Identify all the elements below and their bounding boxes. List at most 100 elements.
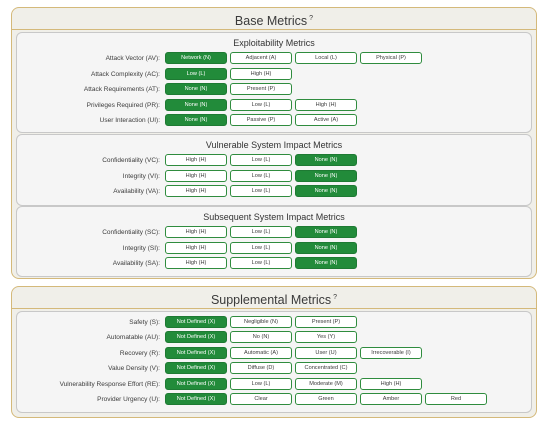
metric-row-attack-vector: Attack Vector (AV): Network (N) Adjacent (… bbox=[17, 52, 531, 65]
vulnerable-system-section: Vulnerable System Impact Metrics Confide… bbox=[16, 134, 532, 206]
metric-label: Recovery (R): bbox=[119, 349, 160, 357]
option-button-low[interactable]: Low (L) bbox=[230, 257, 292, 269]
option-button-adjacent[interactable]: Adjacent (A) bbox=[230, 52, 292, 64]
option-button-none[interactable]: None (N) bbox=[165, 98, 227, 111]
metric-label: Integrity (VI): bbox=[122, 172, 160, 180]
supplemental-section: Safety (S): Not Defined (X) Negligible (N)… bbox=[16, 311, 532, 413]
option-button-low[interactable]: Low (L) bbox=[165, 67, 227, 80]
metric-label: Attack Complexity (AC): bbox=[91, 70, 160, 78]
metric-row-vulnerability-response-effort: Vulnerability Response Effort (RE): Not D… bbox=[17, 377, 531, 391]
option-button-network[interactable]: Network (N) bbox=[165, 52, 227, 64]
metric-row-attack-requirements: Attack Requirements (AT): None (N) Present… bbox=[17, 83, 531, 96]
option-button-physical[interactable]: Physical (P) bbox=[360, 52, 422, 64]
supplemental-metrics-title: Supplemental Metrics? bbox=[12, 287, 536, 309]
option-button-not-defined[interactable]: Not Defined (X) bbox=[165, 331, 227, 344]
option-button-none[interactable]: None (N) bbox=[295, 226, 357, 238]
option-button-user[interactable]: User (U) bbox=[295, 346, 357, 359]
metric-label: User Interaction (UI): bbox=[99, 117, 160, 124]
supplemental-metrics-panel: Supplemental Metrics? Safety (S): Not Def… bbox=[11, 286, 537, 418]
metric-label: Integrity (SI): bbox=[122, 244, 160, 252]
option-button-high[interactable]: High (H) bbox=[360, 377, 422, 390]
metric-label: Value Density (V): bbox=[108, 365, 160, 373]
metric-row-user-interaction: User Interaction (UI): None (N) Passive (P… bbox=[17, 114, 531, 127]
option-button-none[interactable]: None (N) bbox=[295, 154, 357, 166]
option-button-high[interactable]: High (H) bbox=[165, 257, 227, 269]
option-button-no[interactable]: No (N) bbox=[230, 331, 292, 344]
base-metrics-title: Base Metrics? bbox=[12, 8, 536, 30]
option-button-red[interactable]: Red bbox=[425, 393, 487, 405]
section-title: Subsequent System Impact Metrics bbox=[203, 212, 345, 222]
metric-row-provider-urgency: Provider Urgency (U): Not Defined (X) Clea… bbox=[17, 393, 531, 406]
metric-label: Availability (VA): bbox=[113, 188, 160, 195]
metric-row-confidentiality: Confidentiality (VC): High (H) Low (L) None… bbox=[17, 154, 531, 167]
option-button-high[interactable]: High (H) bbox=[165, 226, 227, 238]
option-button-irrecoverable[interactable]: Irrecoverable (I) bbox=[360, 346, 422, 359]
help-icon[interactable]: ? bbox=[309, 15, 314, 22]
metric-row-attack-complexity: Attack Complexity (AC): Low (L) High (H) bbox=[17, 67, 531, 81]
option-button-none[interactable]: None (N) bbox=[165, 83, 227, 95]
option-button-low[interactable]: Low (L) bbox=[230, 226, 292, 238]
option-button-present[interactable]: Present (P) bbox=[295, 316, 357, 328]
metric-label: Privileges Required (PR): bbox=[86, 101, 160, 109]
metric-label: Attack Requirements (AT): bbox=[83, 86, 160, 93]
metric-row-confidentiality: Confidentiality (SC): High (H) Low (L) None… bbox=[17, 226, 531, 239]
option-button-high[interactable]: High (H) bbox=[165, 169, 227, 182]
section-title: Vulnerable System Impact Metrics bbox=[205, 140, 343, 150]
option-button-diffuse[interactable]: Diffuse (D) bbox=[230, 362, 292, 375]
option-button-none[interactable]: None (N) bbox=[295, 185, 357, 197]
subsequent-system-section: Subsequent System Impact Metrics Confide… bbox=[16, 206, 532, 277]
option-button-moderate[interactable]: Moderate (M) bbox=[295, 377, 357, 390]
metric-row-integrity: Integrity (SI): High (H) Low (L) None (N) bbox=[17, 241, 531, 255]
option-button-low[interactable]: Low (L) bbox=[230, 241, 292, 254]
option-button-low[interactable]: Low (L) bbox=[230, 154, 292, 166]
base-metrics-panel: Base Metrics? Exploitability Metrics Att… bbox=[11, 7, 537, 279]
metric-label: Confidentiality (VC): bbox=[102, 157, 160, 164]
supplemental-metrics-title-text: Supplemental Metrics bbox=[210, 293, 332, 308]
option-button-high[interactable]: High (H) bbox=[295, 98, 357, 111]
option-button-not-defined[interactable]: Not Defined (X) bbox=[165, 346, 227, 359]
option-button-green[interactable]: Green bbox=[295, 393, 357, 405]
metric-label: Attack Vector (AV): bbox=[105, 55, 160, 62]
metric-row-recovery: Recovery (R): Not Defined (X) Automatic (A… bbox=[17, 346, 531, 360]
option-button-not-defined[interactable]: Not Defined (X) bbox=[165, 377, 227, 390]
option-button-clear[interactable]: Clear bbox=[230, 393, 292, 405]
option-button-not-defined[interactable]: Not Defined (X) bbox=[165, 316, 227, 328]
option-button-low[interactable]: Low (L) bbox=[230, 377, 292, 390]
metric-row-automatable: Automatable (AU): Not Defined (X) No (N) Ye… bbox=[17, 331, 531, 344]
base-metrics-title-text: Base Metrics bbox=[234, 14, 308, 29]
option-button-none[interactable]: None (N) bbox=[165, 114, 227, 126]
option-button-high[interactable]: High (H) bbox=[230, 67, 292, 80]
metric-label: Safety (S): bbox=[129, 319, 160, 326]
option-button-concentrated[interactable]: Concentrated (C) bbox=[295, 362, 357, 375]
metric-label: Automatable (AU): bbox=[106, 334, 160, 342]
metric-row-availability: Availability (VA): High (H) Low (L) None (N… bbox=[17, 185, 531, 198]
exploitability-section: Exploitability Metrics Attack Vector (AV… bbox=[16, 32, 532, 133]
section-title: Exploitability Metrics bbox=[233, 38, 315, 48]
option-button-high[interactable]: High (H) bbox=[165, 185, 227, 197]
option-button-none[interactable]: None (N) bbox=[295, 169, 357, 182]
option-button-amber[interactable]: Amber bbox=[360, 393, 422, 405]
metric-row-privileges-required: Privileges Required (PR): None (N) Low (L)… bbox=[17, 98, 531, 112]
option-button-negligible[interactable]: Negligible (N) bbox=[230, 316, 292, 328]
option-button-low[interactable]: Low (L) bbox=[230, 169, 292, 182]
option-button-active[interactable]: Active (A) bbox=[295, 114, 357, 126]
option-button-low[interactable]: Low (L) bbox=[230, 185, 292, 197]
metric-row-value-density: Value Density (V): Not Defined (X) Diffuse… bbox=[17, 362, 531, 375]
option-button-passive[interactable]: Passive (P) bbox=[230, 114, 292, 126]
help-icon[interactable]: ? bbox=[333, 294, 338, 301]
metric-label: Vulnerability Response Effort (RE): bbox=[59, 380, 160, 388]
option-button-low[interactable]: Low (L) bbox=[230, 98, 292, 111]
option-button-none[interactable]: None (N) bbox=[295, 257, 357, 269]
option-button-high[interactable]: High (H) bbox=[165, 154, 227, 166]
option-button-automatic[interactable]: Automatic (A) bbox=[230, 346, 292, 359]
option-button-present[interactable]: Present (P) bbox=[230, 83, 292, 95]
option-button-not-defined[interactable]: Not Defined (X) bbox=[165, 362, 227, 375]
option-button-local[interactable]: Local (L) bbox=[295, 52, 357, 64]
option-button-none[interactable]: None (N) bbox=[295, 241, 357, 254]
option-button-high[interactable]: High (H) bbox=[165, 241, 227, 254]
metric-label: Confidentiality (SC): bbox=[102, 229, 160, 236]
metric-label: Provider Urgency (U): bbox=[97, 396, 160, 403]
option-button-yes[interactable]: Yes (Y) bbox=[295, 331, 357, 344]
metric-row-availability: Availability (SA): High (H) Low (L) None (N… bbox=[17, 257, 531, 270]
option-button-not-defined[interactable]: Not Defined (X) bbox=[165, 393, 227, 405]
